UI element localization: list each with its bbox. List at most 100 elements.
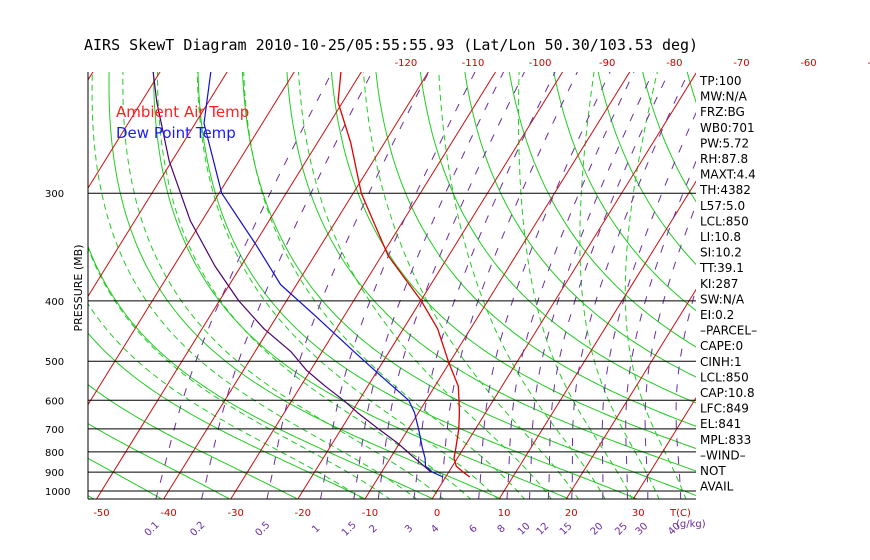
bottom-axis-unit: T(C) <box>669 508 691 519</box>
pressure-tick-label: 400 <box>45 297 64 308</box>
dry-adiabat-line <box>419 72 696 404</box>
stability-index-item: WB0:701 <box>700 121 755 135</box>
top-temp-tick-label: -100 <box>529 58 552 69</box>
mixing-ratio-line <box>266 72 430 499</box>
mixing-ratio-line <box>571 72 690 499</box>
mixing-ratio-line <box>601 111 696 499</box>
moist-adiabat-line <box>243 72 525 499</box>
series-line-dew-point <box>203 72 444 478</box>
dry-adiabat-line <box>153 72 571 499</box>
stability-index-item: –PARCEL– <box>700 324 757 338</box>
isotherm-line <box>95 72 362 499</box>
pressure-tick-label: 600 <box>45 396 64 407</box>
mixing-ratio-tick-label: 25 <box>613 521 630 538</box>
pressure-tick-label: 900 <box>45 468 64 479</box>
bottom-temp-tick-label: 0 <box>434 508 440 519</box>
stability-index-item: L57:5.0 <box>700 199 745 213</box>
isobar-grid <box>87 72 696 500</box>
mixing-ratio-line <box>478 72 611 499</box>
pressure-tick-label: 800 <box>45 448 64 459</box>
dry-adiabat-line <box>791 0 870 500</box>
bottom-temp-tick-label: 10 <box>498 508 511 519</box>
isotherm-line <box>431 72 696 499</box>
moist-adiabat-grid <box>88 72 687 499</box>
mixing-ratio-line <box>413 72 556 499</box>
isotherm-line <box>498 180 696 499</box>
legend: Ambient Air Temp Dew Point Temp <box>116 103 249 142</box>
pressure-tick-label: 1000 <box>45 487 70 498</box>
mixing-ratio-tick-label: 8 <box>496 523 508 535</box>
dry-adiabat-line <box>88 423 231 499</box>
isotherm-grid <box>0 0 696 500</box>
isotherm-line <box>88 72 228 298</box>
top-temp-tick-label: -110 <box>462 58 485 69</box>
stability-index-item: MPL:833 <box>700 433 751 447</box>
mixing-ratio-tick-label: 30 <box>634 521 651 538</box>
stability-index-item: SI:10.2 <box>700 246 742 260</box>
chart-title: AIRS SkewT Diagram 2010-10-25/05:55:55.9… <box>84 36 698 54</box>
stability-index-item: LFC:849 <box>700 402 749 416</box>
moist-adiabat-line <box>196 72 499 499</box>
bottom-temp-tick-label: -10 <box>362 508 378 519</box>
dry-adiabat-line <box>464 72 696 378</box>
moist-adiabat-line <box>624 72 687 499</box>
stability-index-item: LCL:850 <box>700 370 749 384</box>
bottom-temp-tick-label: -40 <box>160 508 176 519</box>
series-layer <box>152 72 471 478</box>
stability-index-item: MAXT:4.4 <box>700 168 756 182</box>
isotherm-line <box>163 72 429 499</box>
stability-index-item: AVAIL <box>700 480 734 494</box>
moist-adiabat-line <box>88 246 391 499</box>
mixing-ratio-tick-label: 0.2 <box>188 520 207 539</box>
mixing-ratio-line <box>506 72 635 499</box>
dry-adiabat-line <box>686 72 696 104</box>
moist-adiabat-line <box>91 72 418 499</box>
isotherm-line <box>230 72 497 499</box>
mixing-ratio-tick-label: 3 <box>403 523 415 535</box>
moist-adiabat-line <box>298 72 552 499</box>
stability-index-item: MW:N/A <box>700 90 748 104</box>
dry-adiabat-line <box>88 245 435 499</box>
bottom-temp-tick-label: -20 <box>295 508 311 519</box>
isotherm-line <box>632 396 696 499</box>
mixing-ratio-tick-label: 6 <box>467 523 479 535</box>
mixing-ratio-line <box>353 72 505 499</box>
pressure-tick-label: 500 <box>45 357 64 368</box>
mixing-ratio-tick-label: 0.1 <box>143 520 162 539</box>
top-temp-tick-label: -70 <box>733 58 749 69</box>
stability-index-item: LCL:850 <box>700 214 749 228</box>
series-line-parcel <box>152 72 432 473</box>
dry-adiabat-line <box>375 72 696 427</box>
bottom-temp-tick-label: -30 <box>228 508 244 519</box>
moist-adiabat-line <box>363 72 579 499</box>
series-line-air-temp <box>337 72 471 478</box>
mixing-ratio-tick-label: 20 <box>589 521 606 538</box>
stability-index-item: CAP:10.8 <box>700 386 755 400</box>
moist-adiabat-line <box>122 72 445 499</box>
isotherm-line <box>297 72 564 499</box>
top-temp-tick-label: -60 <box>800 58 816 69</box>
dry-adiabat-line <box>597 72 696 266</box>
dry-adiabat-line <box>286 72 696 472</box>
legend-entry: Ambient Air Temp <box>116 103 249 121</box>
top-temp-tick-label: -80 <box>666 58 682 69</box>
dry-adiabat-line <box>241 72 696 497</box>
stability-index-item: TH:4382 <box>699 183 751 197</box>
dry-adiabat-line <box>750 0 870 500</box>
stability-index-item: CAPE:0 <box>700 339 743 353</box>
mixing-ratio-tick-label: 4 <box>429 523 441 535</box>
isotherm-line <box>0 0 250 500</box>
dry-adiabat-line <box>88 332 367 499</box>
mixing-ratio-tick-label: 10 <box>516 521 533 538</box>
mixing-ratio-line <box>547 72 670 499</box>
bottom-temp-tick-label: 20 <box>565 508 578 519</box>
stability-index-item: CINH:1 <box>700 355 742 369</box>
moist-adiabat-line <box>88 303 364 499</box>
mixing-ratio-line <box>377 72 525 499</box>
mixing-ratio-line <box>625 160 696 499</box>
mixing-ratio-line <box>155 72 333 499</box>
dry-adiabat-line <box>108 72 503 499</box>
moist-adiabat-line <box>438 72 606 499</box>
dry-adiabat-line <box>553 72 696 312</box>
stability-index-item: NOT <box>700 464 726 478</box>
